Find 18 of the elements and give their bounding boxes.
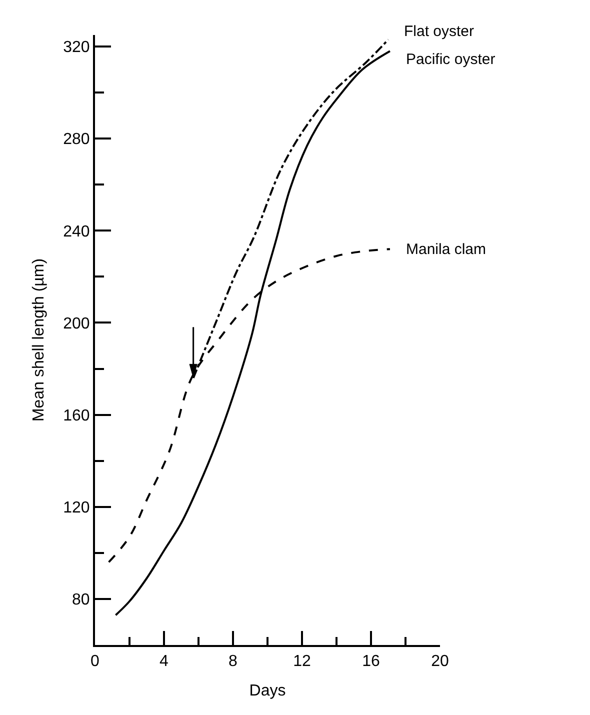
y-axis-title: Mean shell length (µm) (30, 258, 48, 422)
series-label: Manila clam (406, 241, 486, 258)
y-tick-label: 200 (63, 315, 90, 332)
x-tick-label: 8 (228, 653, 238, 670)
x-tick-label: 20 (431, 653, 449, 670)
series-label: Flat oyster (404, 23, 474, 40)
y-tick-label: 320 (63, 39, 90, 56)
x-axis-title: Days (249, 682, 286, 700)
y-tick-label: 280 (63, 131, 90, 148)
x-tick-label: 4 (160, 653, 169, 670)
x-tick-label: 16 (362, 653, 380, 670)
y-tick-label: 240 (63, 223, 90, 240)
series-label: Pacific oyster (406, 51, 496, 68)
x-tick-label: 12 (293, 653, 311, 670)
y-tick-label: 80 (72, 592, 90, 609)
y-tick-label: 120 (63, 499, 90, 516)
y-tick-label: 160 (63, 407, 90, 424)
x-tick-label: 0 (90, 653, 100, 670)
